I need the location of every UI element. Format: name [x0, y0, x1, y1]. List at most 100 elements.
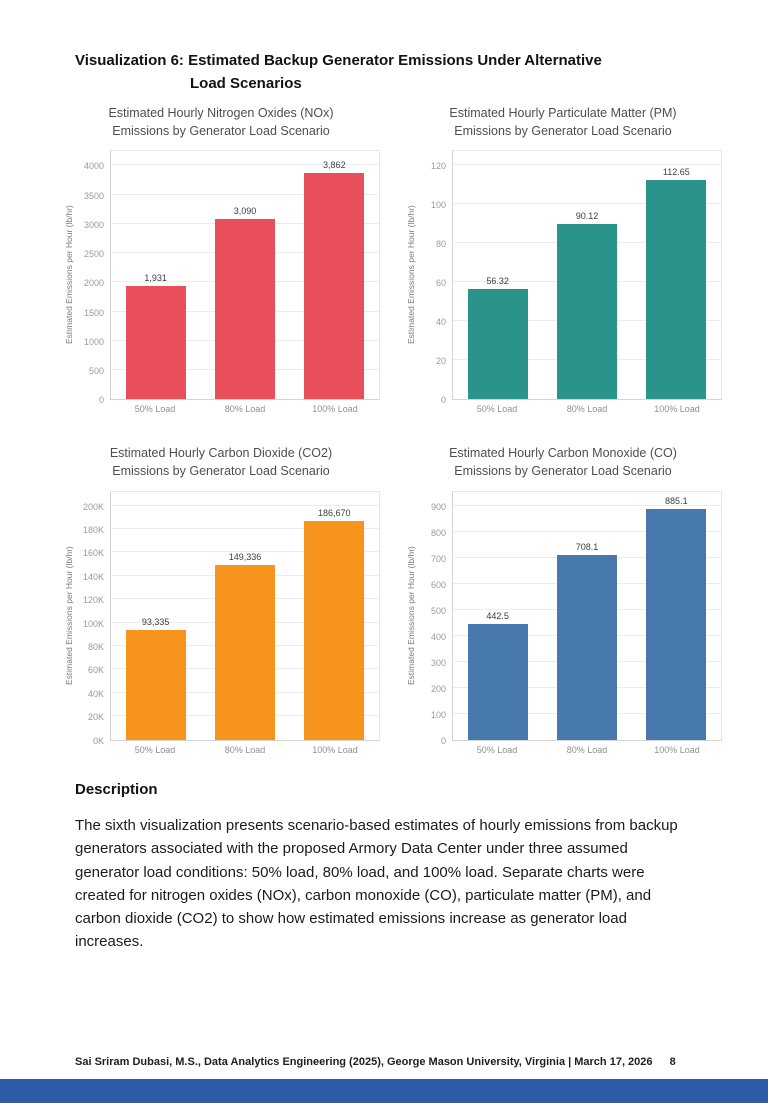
bar-cell: 708.1 — [542, 542, 631, 740]
y-tick-label: 3000 — [83, 219, 104, 230]
plot-wrap: 442.5 708.1 885.1 50% Load 80% Load 100% Loa… — [452, 490, 722, 755]
page-footer: Sai Sriram Dubasi, M.S., Data Analytics … — [75, 1056, 715, 1068]
y-tick-label: 120 — [430, 161, 446, 172]
bar-value-label: 93,335 — [141, 617, 170, 628]
bar-cell: 885.1 — [632, 496, 721, 740]
bar-cell: 93,335 — [111, 617, 200, 740]
chart-title: Estimated Hourly Nitrogen Oxides (NOx) E… — [62, 104, 380, 140]
bar-100load — [646, 179, 707, 400]
bar-50load — [467, 289, 528, 400]
bar-80load — [556, 223, 617, 400]
page-title-line2: Load Scenarios — [190, 74, 302, 92]
chart-co2-emissions: Estimated Hourly Carbon Dioxide (CO2) Em… — [62, 444, 380, 755]
plot-wrap: 56.32 90.12 112.65 50% Load 80% Load 100% Lo… — [452, 150, 722, 414]
bar-100load — [304, 173, 365, 400]
x-tick-label: 100% Load — [654, 404, 700, 415]
chart-title-line2: Emissions by Generator Load Scenario — [112, 124, 330, 139]
bar-50load — [125, 630, 186, 740]
x-tick-label: 100% Load — [654, 744, 700, 755]
y-axis-label: Estimated Emissions per Hour (lb/hr) — [64, 546, 74, 685]
y-axis-label: Estimated Emissions per Hour (lb/hr) — [406, 205, 416, 345]
y-tick-label: 0 — [440, 395, 446, 406]
bar-cell: 1,931 — [111, 273, 200, 400]
chart-title-line2: Emissions by Generator Load Scenario — [112, 464, 330, 479]
chart-co-emissions: Estimated Hourly Carbon Monoxide (CO) Em… — [404, 444, 722, 755]
description-heading: Description — [75, 781, 158, 798]
bar-cell: 149,336 — [200, 552, 289, 740]
bar-value-label: 1,931 — [144, 273, 167, 284]
y-tick-label: 3500 — [83, 190, 104, 201]
y-tick-label: 80K — [87, 641, 104, 652]
y-tick-label: 200 — [430, 683, 446, 694]
bar-cell: 56.32 — [453, 276, 542, 400]
y-axis-label: Estimated Emissions per Hour (lb/hr) — [406, 546, 416, 685]
plot-area: 442.5 708.1 885.1 — [452, 490, 722, 741]
y-tick-label: 600 — [430, 579, 446, 590]
y-tick-label: 500 — [88, 366, 104, 376]
bars-group: 93,335 149,336 186,670 — [111, 492, 379, 740]
chart-title-line2: Emissions by Generator Load Scenario — [454, 464, 672, 479]
y-tick-label: 160K — [82, 548, 104, 559]
chart-body: Estimated Emissions per Hour (lb/hr) 0 50… — [62, 150, 380, 414]
bar-value-label: 708.1 — [575, 542, 599, 553]
plot-area: 56.32 90.12 112.65 — [452, 150, 722, 401]
gridline — [111, 193, 379, 195]
bar-cell: 112.65 — [632, 167, 721, 400]
y-tick-label: 0 — [98, 395, 104, 406]
bar-value-label: 442.5 — [486, 611, 509, 622]
bar-value-label: 149,336 — [228, 551, 262, 562]
bar-50load — [467, 624, 528, 740]
gridline — [111, 164, 379, 166]
bar-cell: 442.5 — [453, 611, 542, 740]
gridline — [453, 203, 721, 205]
y-tick-label: 800 — [430, 527, 446, 538]
bar-cell: 3,862 — [290, 160, 379, 400]
chart-nox-emissions: Estimated Hourly Nitrogen Oxides (NOx) E… — [62, 104, 380, 414]
y-tick-label: 140K — [82, 571, 104, 582]
y-tick-label: 20 — [435, 356, 446, 367]
gridline — [453, 164, 721, 166]
bar-50load — [125, 286, 186, 400]
bar-value-label: 885.1 — [665, 496, 688, 507]
y-axis-ticks: 0 500 1000 1500 2000 2500 3000 3500 4000 — [76, 150, 110, 405]
bar-cell: 3,090 — [200, 206, 289, 400]
y-tick-label: 1000 — [83, 336, 104, 347]
bar-value-label: 112.65 — [662, 166, 690, 177]
chart-title-line1: Estimated Hourly Carbon Dioxide (CO2) — [109, 446, 333, 461]
bar-value-label: 186,670 — [318, 508, 351, 519]
chart-title: Estimated Hourly Carbon Dioxide (CO2) Em… — [62, 444, 380, 480]
y-tick-label: 0 — [440, 735, 446, 746]
bars-group: 1,931 3,090 3,862 — [111, 151, 379, 400]
bar-80load — [214, 218, 275, 400]
charts-grid: Estimated Hourly Nitrogen Oxides (NOx) E… — [62, 104, 722, 755]
bar-cell: 90.12 — [542, 211, 631, 400]
x-tick-label: 50% Load — [476, 744, 518, 755]
y-tick-label: 2000 — [83, 278, 104, 289]
chart-body: Estimated Emissions per Hour (lb/hr) 0K 2… — [62, 490, 380, 755]
gridline — [453, 530, 721, 532]
y-tick-label: 900 — [430, 501, 446, 512]
bar-value-label: 90.12 — [575, 210, 599, 221]
y-tick-label: 100 — [430, 709, 446, 720]
page-number: 8 — [669, 1056, 676, 1068]
x-axis-labels: 50% Load 80% Load 100% Load — [452, 745, 722, 755]
y-axis-ticks: 0 20 40 60 80 100 120 — [418, 150, 452, 405]
x-tick-label: 50% Load — [134, 404, 176, 415]
footer-author-text: Sai Sriram Dubasi, M.S., Data Analytics … — [75, 1056, 653, 1068]
y-tick-label: 40 — [435, 317, 446, 328]
chart-title-line1: Estimated Hourly Carbon Monoxide (CO) — [449, 446, 677, 461]
x-tick-label: 100% Load — [312, 404, 358, 415]
chart-title: Estimated Hourly Carbon Monoxide (CO) Em… — [404, 444, 722, 480]
chart-title: Estimated Hourly Particulate Matter (PM)… — [404, 104, 722, 140]
x-tick-label: 50% Load — [134, 744, 176, 755]
x-tick-label: 80% Load — [224, 404, 266, 415]
gridline — [111, 527, 379, 529]
bar-value-label: 3,090 — [233, 205, 257, 216]
y-tick-label: 60K — [87, 665, 104, 676]
plot-wrap: 93,335 149,336 186,670 50% Load 80% Load 100… — [110, 490, 380, 755]
chart-body: Estimated Emissions per Hour (lb/hr) 0 20… — [404, 150, 722, 414]
y-axis-ticks: 0K 20K 40K 60K 80K 100K 120K 140K 160K 180K 200K — [76, 491, 110, 746]
y-axis-ticks: 0 100 200 300 400 500 600 700 800 900 — [418, 491, 452, 746]
y-tick-label: 400 — [430, 631, 446, 642]
